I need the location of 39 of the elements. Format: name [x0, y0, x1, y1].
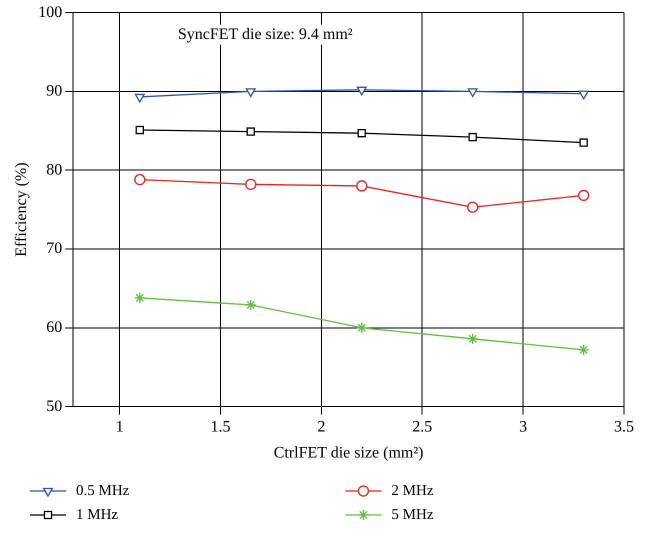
- y-axis-title: Efficiency (%): [12, 162, 30, 257]
- x-tick-label: 3.5: [614, 418, 634, 436]
- y-tick-label: 50: [46, 398, 62, 415]
- y-tick-label: 70: [46, 240, 62, 258]
- point: [356, 86, 367, 96]
- legend-label: 5 MHz: [391, 506, 434, 523]
- point: [134, 292, 146, 304]
- point: [246, 127, 255, 136]
- point: [578, 90, 589, 100]
- point: [358, 128, 366, 138]
- point: [136, 126, 144, 134]
- point: [468, 88, 478, 98]
- point: [468, 132, 477, 142]
- point: [467, 333, 478, 344]
- x-tick-label: 1: [116, 418, 124, 436]
- point: [578, 190, 590, 202]
- point: [467, 202, 478, 213]
- annotation: SyncFET die size: 9.4 mm²: [178, 26, 353, 43]
- x-tick-label: 2: [317, 418, 326, 436]
- point: [578, 344, 590, 356]
- legend-label: 2 MHz: [391, 482, 434, 499]
- point: [134, 94, 145, 103]
- point: [579, 138, 588, 147]
- legend-label: 1 MHz: [76, 506, 118, 523]
- x-tick-label: 1.5: [210, 418, 230, 436]
- y-tick-label: 100: [38, 4, 62, 21]
- x-tick-label: 2.5: [412, 418, 432, 436]
- y-tick-label: 80: [46, 161, 62, 178]
- point: [134, 174, 146, 186]
- x-tick-label: 3: [519, 418, 528, 436]
- point: [356, 180, 368, 192]
- legend-label: 0.5 MHz: [76, 482, 130, 499]
- y-tick-label: 90: [46, 82, 62, 100]
- point: [356, 322, 368, 334]
- point: [245, 178, 256, 190]
- y-tick-label: 60: [46, 319, 62, 336]
- x-axis-title: CtrlFET die size (mm²): [274, 444, 424, 462]
- point: [246, 88, 256, 98]
- point: [245, 299, 256, 311]
